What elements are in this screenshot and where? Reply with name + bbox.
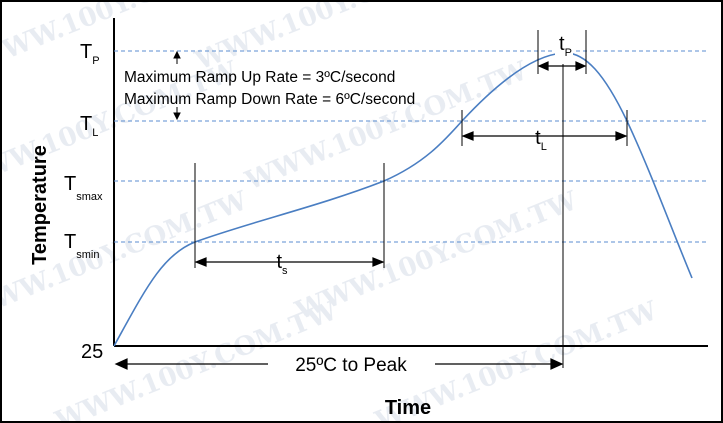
note-arrow-top-head <box>173 50 181 59</box>
to-peak-label: 25ºC to Peak <box>295 355 407 376</box>
tl-interval-label-main: t <box>535 127 541 149</box>
ramp-down-note: Maximum Ramp Down Rate = 6ºC/second <box>124 91 415 108</box>
tp-arrow-right-head <box>575 61 587 71</box>
tl-label-sub: L <box>92 127 98 139</box>
tsmax-label-sub: smax <box>76 191 103 203</box>
tsmin-label-main: T <box>64 231 76 253</box>
ts-label-main: t <box>276 251 282 273</box>
tp-label-backdrop <box>555 30 573 64</box>
tp-interval-arrow <box>537 61 587 71</box>
tp-interval-label: tP <box>559 33 572 59</box>
tl-interval-label-sub: L <box>541 141 547 153</box>
tl-label: TL <box>80 113 98 139</box>
level-lines <box>114 50 708 243</box>
tl-interval-label: tL <box>535 127 547 153</box>
tsmax-label-main: T <box>64 173 76 195</box>
ts-arrow-left-head <box>194 257 207 267</box>
watermark-text: WWW.100Y.COM.TW <box>190 0 482 77</box>
tp-arrow-left-head <box>537 61 549 71</box>
tl-interval-arrow <box>461 131 628 141</box>
to-peak-arrow-right-head <box>550 358 564 370</box>
ambient-label: 25 <box>81 341 103 363</box>
tp-label-main: T <box>80 41 92 63</box>
ramp-notes: Maximum Ramp Up Rate = 3ºC/second Maximu… <box>124 69 415 108</box>
tp-label-sub: P <box>92 55 99 67</box>
tp-interval-label-sub: P <box>565 47 572 59</box>
x-axis-title: Time <box>385 397 431 419</box>
tsmin-label: Tsmin <box>64 231 99 261</box>
tl-arrow-right-head <box>615 131 628 141</box>
ramp-up-note: Maximum Ramp Up Rate = 3ºC/second <box>124 69 395 86</box>
tsmax-label: Tsmax <box>64 173 103 203</box>
interval-markers <box>194 30 628 368</box>
ts-label-sub: s <box>282 265 288 277</box>
to-peak-arrow-left-head <box>114 358 128 370</box>
note-range-arrows <box>173 50 181 121</box>
tsmin-label-sub: smin <box>76 249 99 261</box>
tl-label-main: T <box>80 113 92 135</box>
tp-interval-label-main: t <box>559 33 565 55</box>
tl-arrow-left-head <box>461 131 474 141</box>
to-peak-interval-arrow <box>114 358 564 370</box>
ts-label: ts <box>276 251 288 277</box>
ts-arrow-right-head <box>372 257 385 267</box>
note-arrow-bottom-head <box>173 112 181 121</box>
level-labels: TP TL Tsmax Tsmin 25 <box>64 41 103 363</box>
ts-interval-arrow <box>194 257 385 267</box>
y-axis-title: Temperature <box>29 145 51 265</box>
tp-label: TP <box>80 41 100 67</box>
